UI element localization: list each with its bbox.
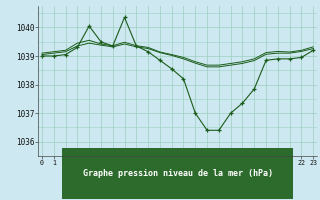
X-axis label: Graphe pression niveau de la mer (hPa): Graphe pression niveau de la mer (hPa) [83, 169, 273, 178]
